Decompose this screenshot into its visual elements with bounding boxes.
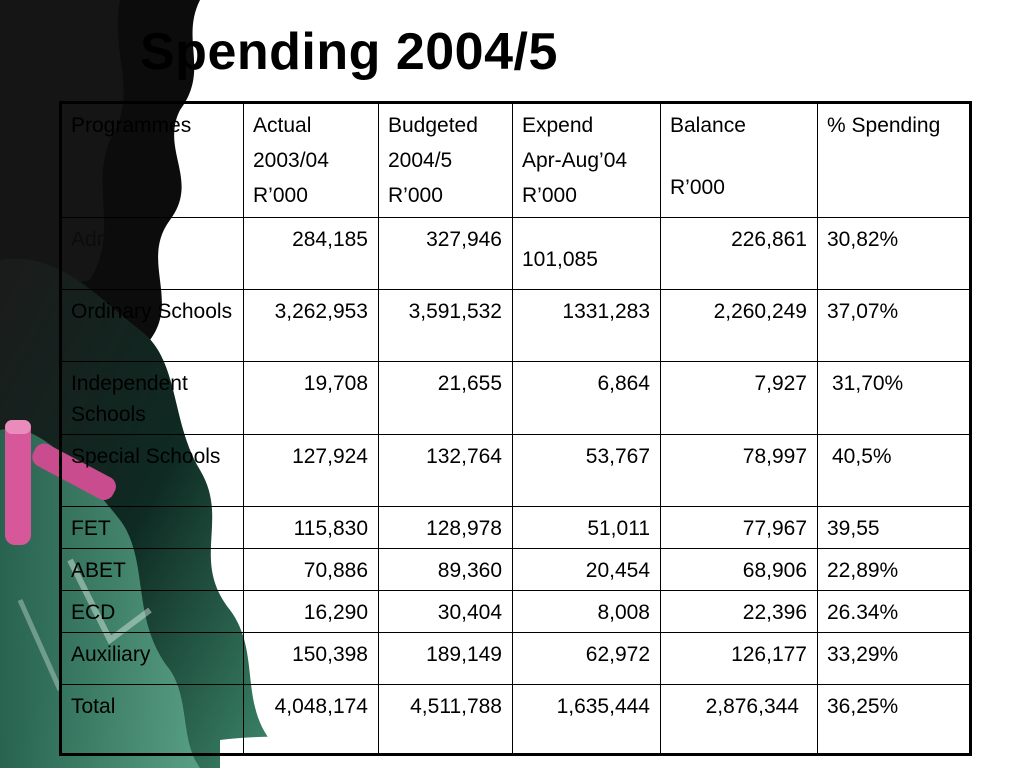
cell-programme: Ordinary Schools (60, 289, 244, 362)
cell-actual: 16,290 (243, 590, 379, 633)
cell-pct: 37,07% (817, 289, 971, 362)
cell-programme: FET (60, 506, 244, 549)
cell-pct: 30,82% (817, 217, 971, 290)
table-row: Independent Schools 19,708 21,655 6,864 … (60, 361, 971, 435)
cell-budgeted: 128,978 (378, 506, 513, 549)
cell-budgeted: 89,360 (378, 548, 513, 591)
cell-expend: 51,011 (512, 506, 661, 549)
header-balance-spacer (670, 141, 807, 172)
cell-pct: 22,89% (817, 548, 971, 591)
header-actual-line3: R’000 (253, 184, 308, 207)
cell-programme: Special Schools (60, 434, 244, 507)
table-header-row: Programmes Actual 2003/04 R’000 Budgeted… (60, 102, 971, 218)
cell-pct: 40,5% (817, 434, 971, 507)
spending-table: Programmes Actual 2003/04 R’000 Budgeted… (59, 101, 972, 756)
cell-budgeted: 4,511,788 (378, 684, 513, 755)
header-expend: Expend Apr-Aug’04 R’000 (512, 102, 661, 218)
cell-expend: 6,864 (512, 361, 661, 435)
table-row: Special Schools 127,924 132,764 53,767 7… (60, 434, 971, 507)
table-row: ABET 70,886 89,360 20,454 68,906 22,89% (60, 548, 971, 591)
table-row-total: Total 4,048,174 4,511,788 1,635,444 2,87… (60, 684, 971, 755)
header-actual: Actual 2003/04 R’000 (243, 102, 379, 218)
cell-programme: Auxiliary (60, 632, 244, 685)
page-title: Spending 2004/5 (140, 23, 558, 81)
cell-budgeted: 21,655 (378, 361, 513, 435)
cell-expend: 1,635,444 (512, 684, 661, 755)
cell-balance: 226,861 (660, 217, 818, 290)
cell-expend-value: 101,085 (522, 248, 598, 271)
cell-budgeted: 30,404 (378, 590, 513, 633)
table-row: Ordinary Schools 3,262,953 3,591,532 133… (60, 289, 971, 362)
cell-balance: 2,260,249 (660, 289, 818, 362)
cell-actual: 19,708 (243, 361, 379, 435)
cell-programme: ABET (60, 548, 244, 591)
header-programmes-label: Programmes (71, 114, 192, 137)
header-balance: Balance R’000 (660, 102, 818, 218)
cell-budgeted: 327,946 (378, 217, 513, 290)
header-pct-label: % Spending (827, 114, 941, 137)
cell-programme: Independent Schools (60, 361, 244, 435)
cell-actual: 4,048,174 (243, 684, 379, 755)
header-budgeted: Budgeted 2004/5 R’000 (378, 102, 513, 218)
header-budgeted-line2: 2004/5 (388, 149, 453, 172)
header-balance-line3: R’000 (670, 176, 725, 199)
cell-actual: 70,886 (243, 548, 379, 591)
cell-programme: Total (60, 684, 244, 755)
header-expend-line3: R’000 (522, 184, 577, 207)
cell-pct: 33,29% (817, 632, 971, 685)
header-balance-line1: Balance (670, 114, 746, 137)
cell-balance: 7,927 (660, 361, 818, 435)
cell-actual: 284,185 (243, 217, 379, 290)
cell-pct: 31,70% (817, 361, 971, 435)
cell-expend: 1331,283 (512, 289, 661, 362)
cell-pct: 26.34% (817, 590, 971, 633)
cell-pct: 36,25% (817, 684, 971, 755)
cell-budgeted: 3,591,532 (378, 289, 513, 362)
header-actual-line1: Actual (253, 114, 312, 137)
cell-expend: 101,085 (512, 217, 661, 290)
cell-budgeted: 189,149 (378, 632, 513, 685)
cell-balance: 22,396 (660, 590, 818, 633)
header-expend-line1: Expend (522, 114, 594, 137)
cell-expend: 62,972 (512, 632, 661, 685)
table-row: FET 115,830 128,978 51,011 77,967 39,55 (60, 506, 971, 549)
header-actual-line2: 2003/04 (253, 149, 329, 172)
cell-balance: 77,967 (660, 506, 818, 549)
header-pct-spending: % Spending (817, 102, 971, 218)
cell-balance: 78,997 (660, 434, 818, 507)
cell-actual: 150,398 (243, 632, 379, 685)
cell-expend: 20,454 (512, 548, 661, 591)
cell-balance: 2,876,344 (660, 684, 818, 755)
cell-actual: 115,830 (243, 506, 379, 549)
cell-actual: 127,924 (243, 434, 379, 507)
table-row: Admin 284,185 327,946 101,085 226,861 30… (60, 217, 971, 290)
table-row: ECD 16,290 30,404 8,008 22,396 26.34% (60, 590, 971, 633)
cell-budgeted: 132,764 (378, 434, 513, 507)
cell-programme: ECD (60, 590, 244, 633)
header-expend-line2: Apr-Aug’04 (522, 149, 628, 172)
cell-expend: 8,008 (512, 590, 661, 633)
cell-balance: 126,177 (660, 632, 818, 685)
header-budgeted-line3: R’000 (388, 184, 443, 207)
header-budgeted-line1: Budgeted (388, 114, 478, 137)
cell-expend: 53,767 (512, 434, 661, 507)
cell-balance: 68,906 (660, 548, 818, 591)
cell-pct: 39,55 (817, 506, 971, 549)
cell-actual: 3,262,953 (243, 289, 379, 362)
table-row: Auxiliary 150,398 189,149 62,972 126,177… (60, 632, 971, 685)
header-programmes: Programmes (60, 102, 244, 218)
cell-programme: Admin (60, 217, 244, 290)
